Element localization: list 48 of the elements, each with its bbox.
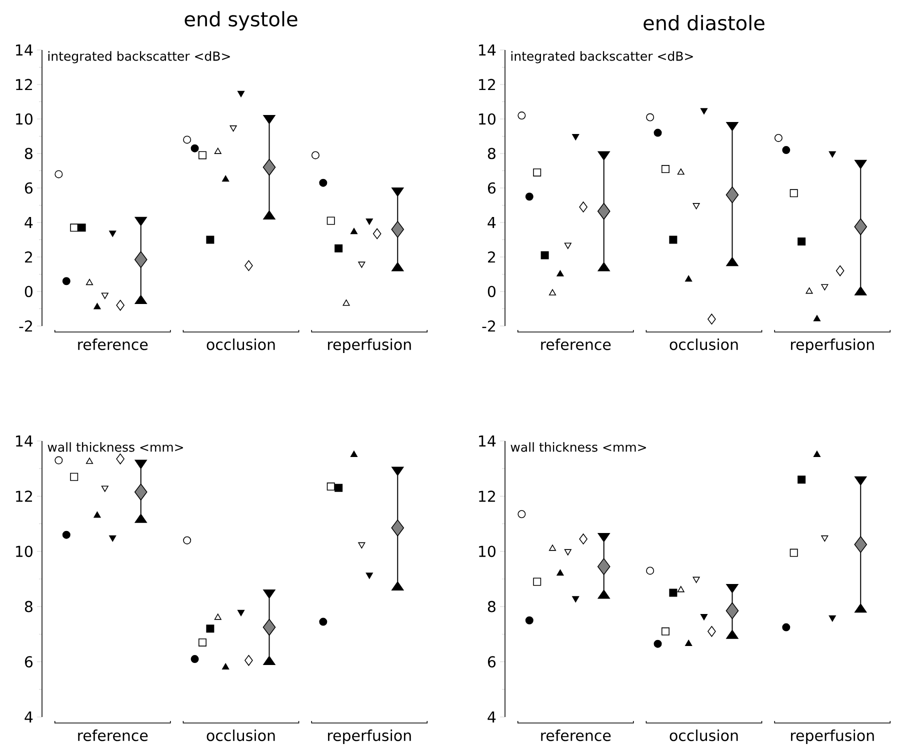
y-tick-label: 4: [488, 712, 496, 722]
x-tick-label: reperfusion: [328, 730, 411, 744]
y-tick-label: 4: [24, 712, 33, 722]
x-tick-label: occlusion: [670, 338, 738, 350]
y-tick-label: 4: [488, 217, 496, 228]
y-tick-label: 0: [488, 286, 496, 298]
x-tick-label: reference: [541, 730, 611, 742]
y-tick-label: -2: [482, 320, 495, 332]
y-tick-label: 12: [16, 78, 32, 90]
y-tick-label: 6: [488, 656, 496, 668]
y-axis-title: integrated backscatter <dB>: [511, 51, 693, 64]
chart-title: end diastole: [644, 14, 764, 30]
y-tick-label: 10: [479, 113, 496, 125]
y-axis-title: integrated backscatter <dB>: [48, 51, 230, 64]
y-tick-label: 10: [16, 113, 32, 125]
x-tick-label: occlusion: [670, 730, 738, 742]
y-tick-label: 14: [479, 44, 496, 56]
y-tick-label: -2: [19, 320, 32, 332]
x-tick-label: reperfusion: [328, 338, 411, 354]
x-tick-label: reference: [78, 730, 148, 742]
y-tick-label: 6: [24, 656, 33, 668]
y-tick-label: 6: [488, 182, 496, 194]
y-tick-label: 14: [16, 44, 33, 56]
y-tick-label: 10: [16, 546, 32, 558]
y-tick-label: 12: [16, 490, 32, 502]
x-tick-label: reference: [541, 338, 611, 350]
x-tick-label: occlusion: [206, 338, 275, 350]
y-tick-label: 14: [479, 436, 496, 446]
y-axis-title: wall thickness <mm>: [48, 442, 183, 452]
y-tick-label: 8: [24, 148, 32, 160]
y-tick-label: 8: [488, 600, 496, 612]
y-tick-label: 14: [16, 436, 33, 446]
y-tick-label: 2: [488, 251, 495, 263]
chart-title: end systole: [184, 11, 298, 30]
y-tick-label: 0: [24, 286, 32, 298]
y-tick-label: 12: [479, 78, 495, 90]
x-tick-label: reperfusion: [791, 730, 874, 744]
y-tick-label: 8: [488, 148, 496, 160]
x-tick-label: occlusion: [206, 730, 275, 742]
x-tick-label: reference: [78, 338, 148, 350]
y-tick-label: 4: [24, 217, 33, 228]
y-axis-title: wall thickness <mm>: [510, 442, 646, 452]
y-tick-label: 10: [479, 546, 496, 558]
x-tick-label: reperfusion: [791, 338, 874, 354]
y-tick-label: 8: [24, 600, 32, 612]
y-tick-label: 6: [24, 182, 33, 194]
y-tick-label: 2: [25, 251, 32, 263]
y-tick-label: 12: [479, 490, 495, 502]
